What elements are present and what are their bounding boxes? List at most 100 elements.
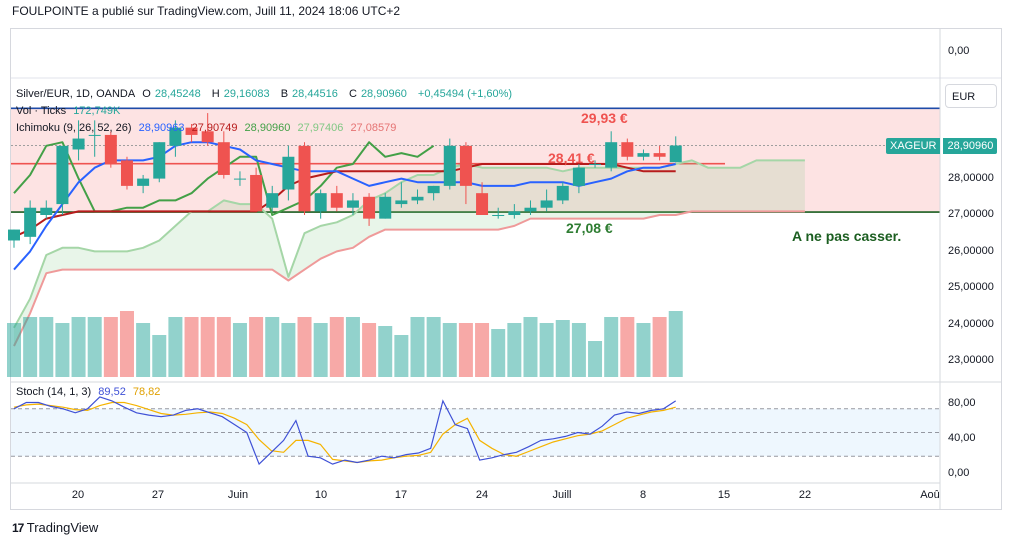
candle-body — [314, 193, 327, 212]
stoch-axis-label: 0,00 — [948, 467, 970, 479]
x-axis-label: 27 — [151, 489, 165, 501]
volume-bar — [39, 317, 54, 377]
candle-body — [508, 211, 521, 215]
candle-body — [137, 178, 150, 186]
stoch-k-line — [13, 396, 677, 466]
volume-value: 172,749K — [73, 105, 121, 117]
stoch-axis-label: 40,00 — [948, 432, 976, 444]
low-value: 28,44516 — [292, 88, 338, 100]
price-axis-label: 23,00000 — [948, 354, 994, 366]
candle-body — [40, 207, 53, 215]
candle-body — [621, 142, 634, 157]
volume-bar — [103, 317, 118, 377]
candle-body — [153, 142, 166, 179]
price-axis-label: 0,00 — [948, 45, 970, 57]
candle-body — [8, 229, 20, 241]
candle-body — [395, 200, 408, 205]
volume-bar — [475, 323, 490, 377]
candle-body — [589, 164, 602, 166]
level-mid-label: 28,41 € — [548, 150, 595, 166]
x-axis-label: 15 — [717, 489, 731, 501]
candle-body — [540, 200, 553, 208]
volume-bar — [668, 311, 683, 377]
volume-bar — [636, 323, 651, 377]
open-value: 28,45248 — [154, 88, 201, 100]
volume-bar — [652, 317, 667, 377]
candle-body — [169, 127, 182, 146]
publisher-caption: FOULPOINTE a publié sur TradingView.com,… — [12, 4, 401, 18]
ichimoku-kijun — [13, 163, 676, 238]
ichimoku-tenkan-value: 28,90963 — [138, 122, 185, 134]
x-axis-label: Aoû — [920, 489, 940, 501]
candle-body — [605, 142, 618, 168]
volume-label[interactable]: Vol · Ticks — [16, 105, 67, 117]
ichimoku-spanA-value: 27,97406 — [297, 122, 344, 134]
volume-bar — [491, 329, 506, 377]
candle-body — [524, 207, 537, 212]
open-label: O — [142, 88, 151, 100]
stoch-legend: Stoch (14, 1, 3) 89,52 78,82 — [16, 386, 164, 398]
legend-high: H 29,16083 — [212, 88, 274, 100]
candle-body — [346, 200, 359, 208]
volume-bar — [329, 317, 344, 377]
close-value: 28,90960 — [360, 88, 407, 100]
symbol-legend: Silver/EUR, 1D, OANDA O 28,45248 H 29,1608… — [16, 88, 516, 100]
volume-bar — [571, 323, 586, 377]
candle-body — [363, 196, 376, 219]
ichimoku-kijun-value: 27,90749 — [191, 122, 238, 134]
candle-body — [411, 196, 424, 201]
candle-body — [443, 145, 456, 186]
price-tag-value: 28,90960 — [943, 138, 998, 154]
volume-bar — [7, 323, 21, 377]
x-axis-label: 22 — [798, 489, 812, 501]
volume-bar — [265, 317, 280, 377]
legend-change: +0,45494 (+1,60%) — [417, 88, 513, 100]
volume-bar — [184, 317, 199, 377]
level-low-label: 27,08 € — [566, 220, 613, 236]
candle-body — [56, 145, 69, 205]
volume-bar — [604, 317, 619, 377]
chart-frame — [10, 28, 1002, 510]
candle-body — [104, 134, 117, 165]
volume-bar — [555, 320, 570, 377]
volume-bar — [249, 317, 264, 377]
currency-selector[interactable]: EUR — [945, 84, 997, 108]
candle-body — [476, 193, 489, 215]
symbol-title[interactable]: Silver/EUR, 1D, OANDA — [16, 88, 136, 100]
price-axis-label: 27,00000 — [948, 208, 994, 220]
volume-bar — [281, 323, 296, 377]
stoch-label[interactable]: Stoch (14, 1, 3) — [16, 386, 92, 398]
volume-bar — [507, 323, 522, 377]
candle-body — [266, 193, 279, 208]
candle-body — [217, 142, 230, 175]
volume-bar — [620, 317, 635, 377]
candle-body — [492, 215, 505, 216]
price-axis-label: 24,00000 — [948, 318, 994, 330]
volume-bar — [87, 317, 102, 377]
legend-close: C 28,90960 — [349, 88, 411, 100]
volume-bar — [23, 317, 38, 377]
candle-body — [72, 138, 85, 150]
price-tag-symbol: XAGEUR — [886, 138, 941, 154]
tradingview-logo[interactable]: 17 TradingView — [12, 520, 98, 535]
price-axis-label: 26,00000 — [948, 245, 994, 257]
candle-body — [427, 185, 440, 194]
x-axis-label: 8 — [639, 489, 647, 501]
candle-body — [572, 167, 585, 186]
candle-body — [282, 156, 295, 190]
ichimoku-label[interactable]: Ichimoku (9, 26, 52, 26) — [16, 122, 132, 134]
ichimoku-spanB-value: 27,08579 — [350, 122, 397, 134]
volume-bar — [442, 323, 457, 377]
volume-bar — [232, 323, 247, 377]
ichimoku-chikou-value: 28,90960 — [244, 122, 291, 134]
legend-open: O 28,45248 — [142, 88, 204, 100]
volume-bar — [200, 317, 215, 377]
low-label: B — [280, 88, 289, 100]
price-axis-label: 28,00000 — [948, 172, 994, 184]
candle-body — [379, 196, 392, 219]
candle-body — [120, 160, 133, 186]
candle-body — [88, 134, 101, 136]
volume-bar — [523, 317, 538, 377]
note-label: A ne pas casser. — [792, 228, 902, 244]
